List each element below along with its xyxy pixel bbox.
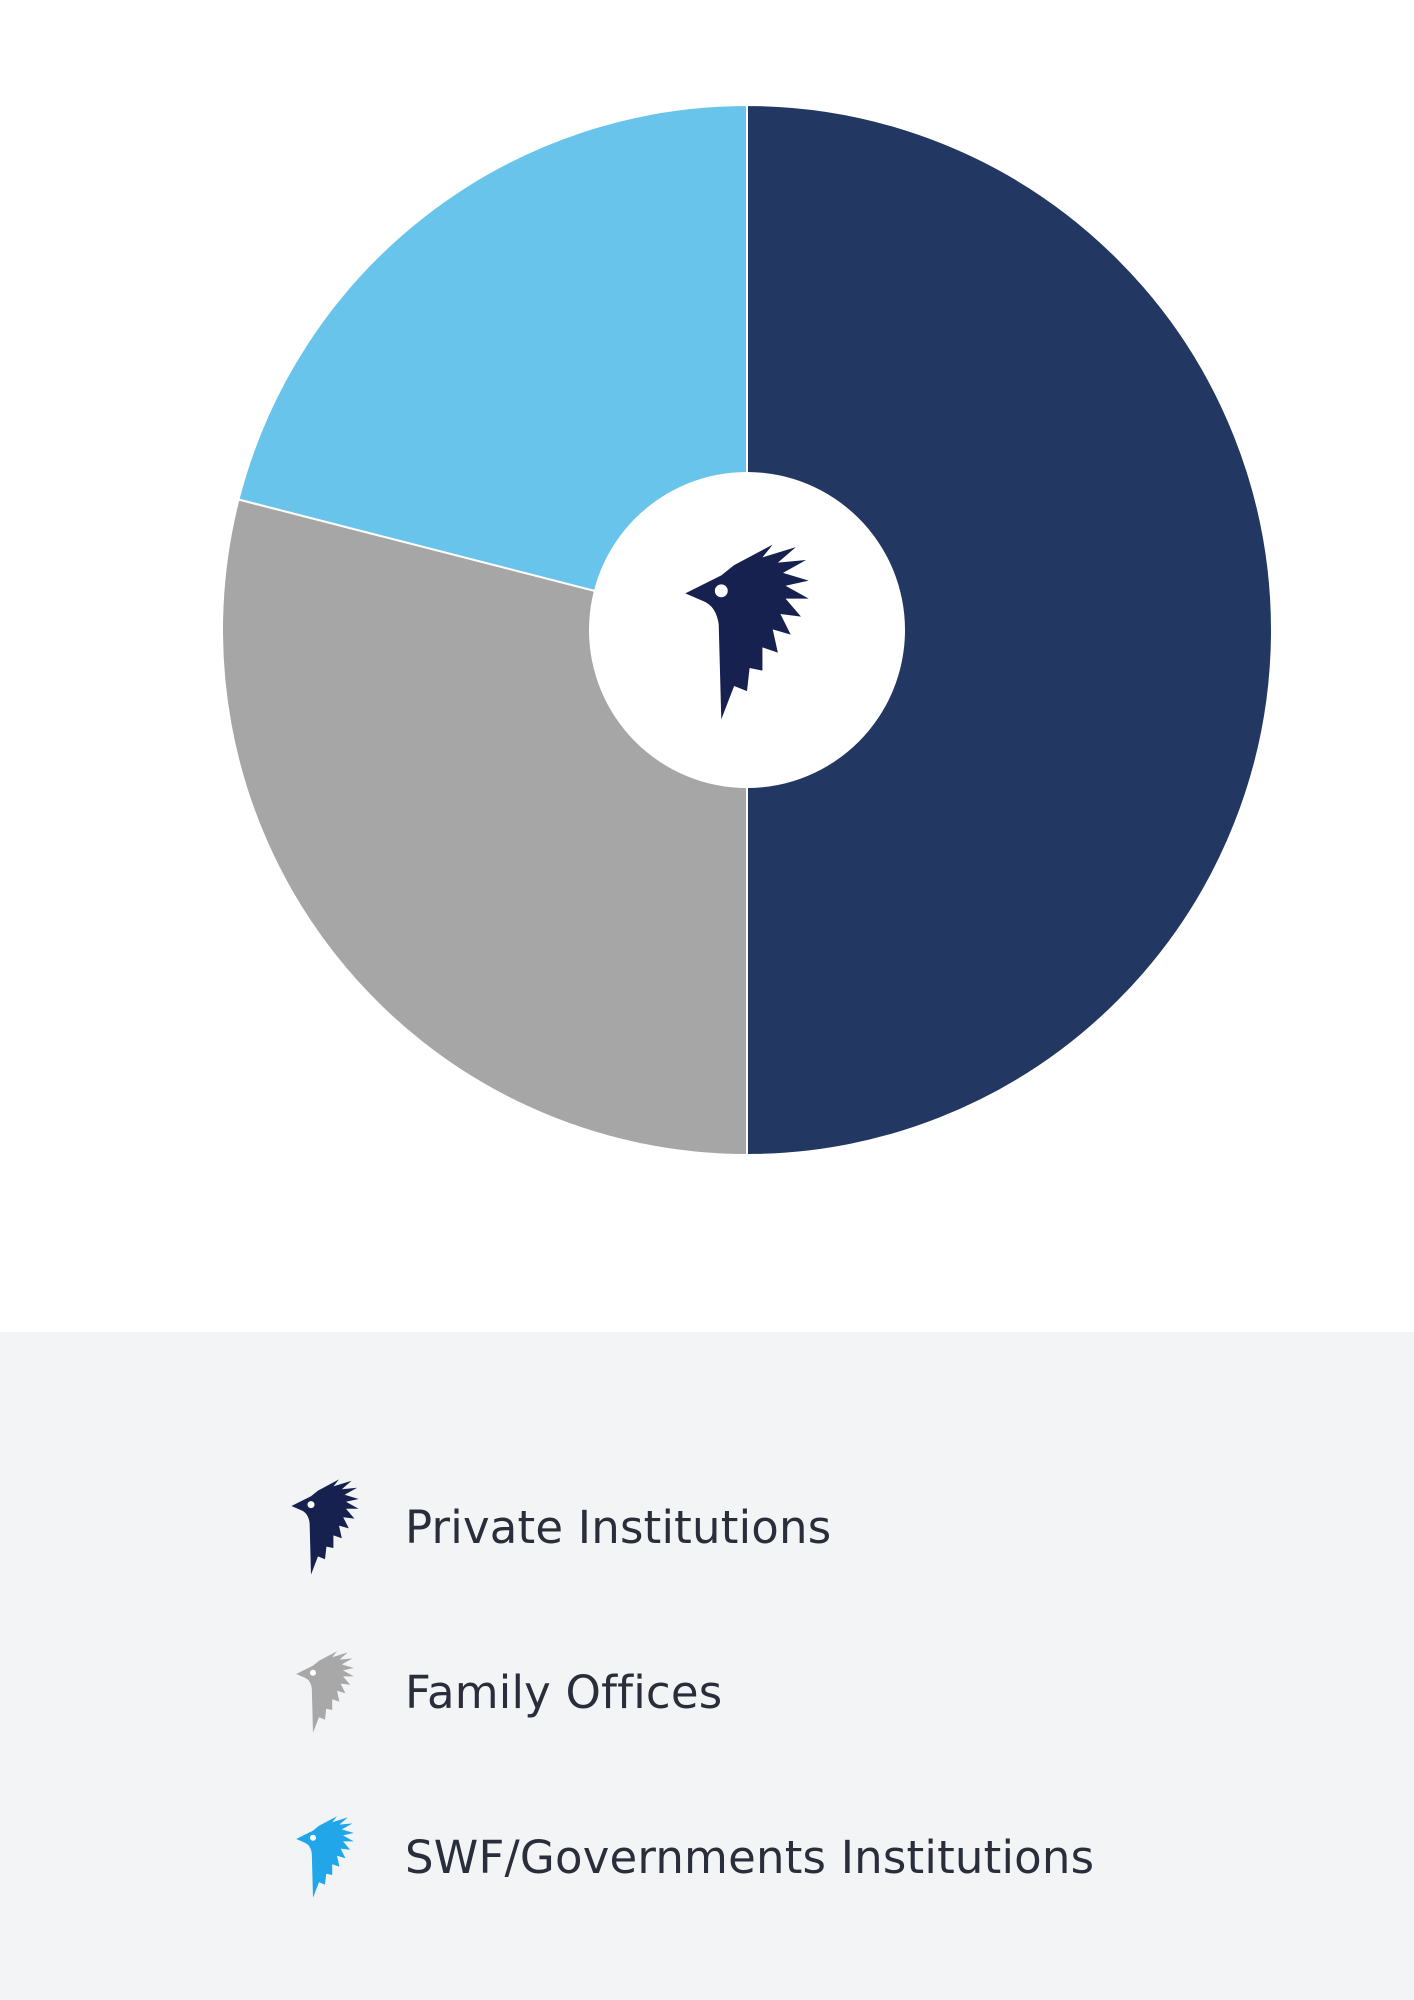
bird-wing-logo-icon: [295, 1649, 355, 1735]
bird-wing-logo-icon: [295, 1814, 355, 1900]
legend-label: SWF/Governments Institutions: [405, 1830, 1095, 1884]
legend-label: Family Offices: [405, 1665, 723, 1719]
center-bird-logo-icon: [682, 542, 812, 722]
legend-marker: [285, 1802, 365, 1912]
legend: Private Institutions Family Offices SWF/…: [0, 1472, 1228, 1972]
donut-chart: [221, 103, 1273, 1157]
legend-item-swf-governments-institutions[interactable]: SWF/Governments Institutions: [285, 1802, 1094, 1912]
chart-area: [221, 103, 1273, 1157]
legend-area: Private Institutions Family Offices SWF/…: [0, 1332, 1414, 2000]
legend-marker: [285, 1472, 365, 1582]
pie-slice-swf-governments-institutions[interactable]: [237, 103, 748, 632]
legend-item-family-offices[interactable]: Family Offices: [285, 1637, 722, 1747]
legend-item-private-institutions[interactable]: Private Institutions: [285, 1472, 831, 1582]
legend-label: Private Institutions: [405, 1500, 832, 1554]
pie-slice-private-institutions[interactable]: [746, 103, 1273, 1157]
bird-wing-logo-icon: [290, 1477, 360, 1577]
legend-marker: [285, 1637, 365, 1747]
